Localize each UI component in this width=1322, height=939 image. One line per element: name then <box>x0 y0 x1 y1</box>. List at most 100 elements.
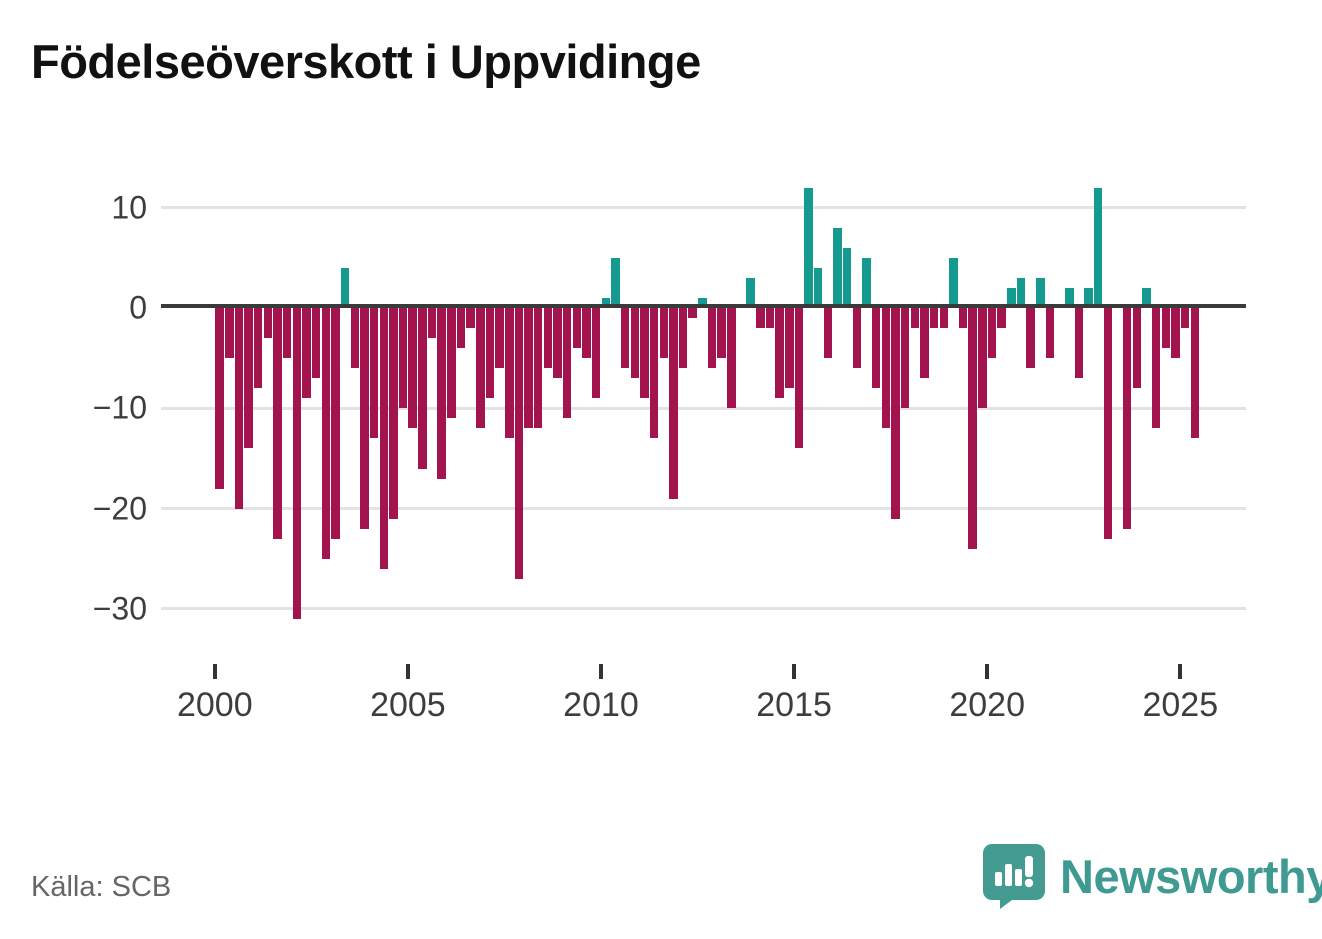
y-axis-label: −20 <box>92 490 147 527</box>
bar <box>495 308 504 369</box>
bar <box>630 308 640 379</box>
bar <box>1103 308 1113 539</box>
bar <box>553 308 562 379</box>
bar <box>611 257 620 308</box>
gridline-y-20 <box>161 507 1246 511</box>
bar <box>678 308 688 369</box>
gridline-y-10 <box>161 406 1246 410</box>
bar <box>543 308 553 369</box>
bar <box>601 298 611 308</box>
bar <box>282 308 292 359</box>
bar <box>369 308 379 439</box>
bar <box>311 308 321 379</box>
bar <box>514 308 524 579</box>
bar <box>292 308 302 619</box>
bar <box>582 308 591 359</box>
bar <box>591 308 601 399</box>
bar <box>263 308 273 339</box>
source-note: Källa: SCB <box>31 871 172 903</box>
bar <box>215 308 224 489</box>
bar <box>813 267 823 308</box>
bar <box>746 277 755 308</box>
bar <box>978 308 987 409</box>
bar <box>476 308 485 429</box>
bar <box>234 308 244 509</box>
bar <box>862 257 871 308</box>
y-axis-label: −30 <box>92 590 147 627</box>
bar <box>756 308 765 329</box>
bar <box>379 308 389 569</box>
bar <box>1180 308 1190 329</box>
bar <box>505 308 514 439</box>
bar <box>1084 287 1093 308</box>
bar <box>447 308 456 419</box>
bar <box>1093 187 1103 308</box>
bar <box>833 227 842 308</box>
bar <box>852 308 862 369</box>
bar <box>244 308 253 449</box>
bar <box>775 308 784 399</box>
zero-axis-line <box>161 304 1246 308</box>
bar <box>929 308 939 329</box>
bar <box>871 308 881 389</box>
bar <box>823 308 833 359</box>
bar <box>360 308 369 529</box>
chart-title: Födelseöverskott i Uppvidinge <box>31 35 701 88</box>
bar <box>1190 308 1200 439</box>
newsworthy-logo-icon <box>983 844 1045 909</box>
bar <box>1142 287 1151 308</box>
newsworthy-logo-wordmark: Newsworthy <box>1060 849 1322 903</box>
bar <box>920 308 929 379</box>
x-axis-tick <box>1178 664 1183 679</box>
bar <box>900 308 910 409</box>
bar <box>1065 287 1074 308</box>
bar <box>1151 308 1161 429</box>
bar <box>659 308 669 359</box>
bar <box>321 308 331 559</box>
x-axis-tick <box>405 664 410 679</box>
x-axis-label: 2020 <box>949 686 1025 724</box>
bar <box>437 308 446 479</box>
bar <box>389 308 398 519</box>
bar <box>1171 308 1180 359</box>
bar <box>466 308 475 329</box>
bar <box>533 308 543 429</box>
y-axis-label: −10 <box>92 389 147 426</box>
bar <box>620 308 630 369</box>
bar <box>910 308 920 329</box>
bar <box>1026 308 1035 369</box>
bar <box>891 308 900 519</box>
bar <box>958 308 968 329</box>
bar <box>253 308 263 389</box>
bar <box>1122 308 1132 529</box>
bar <box>804 187 813 308</box>
bar <box>350 308 360 369</box>
x-axis-tick <box>212 664 217 679</box>
x-axis-label: 2010 <box>563 686 639 724</box>
bar <box>408 308 417 429</box>
bar <box>881 308 891 429</box>
bar <box>1007 287 1016 308</box>
x-axis-label: 2025 <box>1142 686 1219 724</box>
x-axis-tick <box>792 664 797 679</box>
bar <box>997 308 1006 329</box>
bar <box>640 308 649 399</box>
bar <box>707 308 717 369</box>
bar <box>427 308 437 339</box>
bar <box>842 247 852 308</box>
bar <box>785 308 794 389</box>
bar <box>1074 308 1084 379</box>
bar <box>1016 277 1026 308</box>
x-axis-tick <box>599 664 603 679</box>
bar <box>1045 308 1055 359</box>
gridline-y-30 <box>161 607 1246 611</box>
bar <box>302 308 311 399</box>
bar <box>398 308 408 409</box>
bar <box>669 308 678 499</box>
bar <box>698 298 707 308</box>
bar <box>649 308 659 439</box>
bar <box>273 308 282 539</box>
bar <box>331 308 340 539</box>
x-axis-label: 2015 <box>756 686 832 724</box>
